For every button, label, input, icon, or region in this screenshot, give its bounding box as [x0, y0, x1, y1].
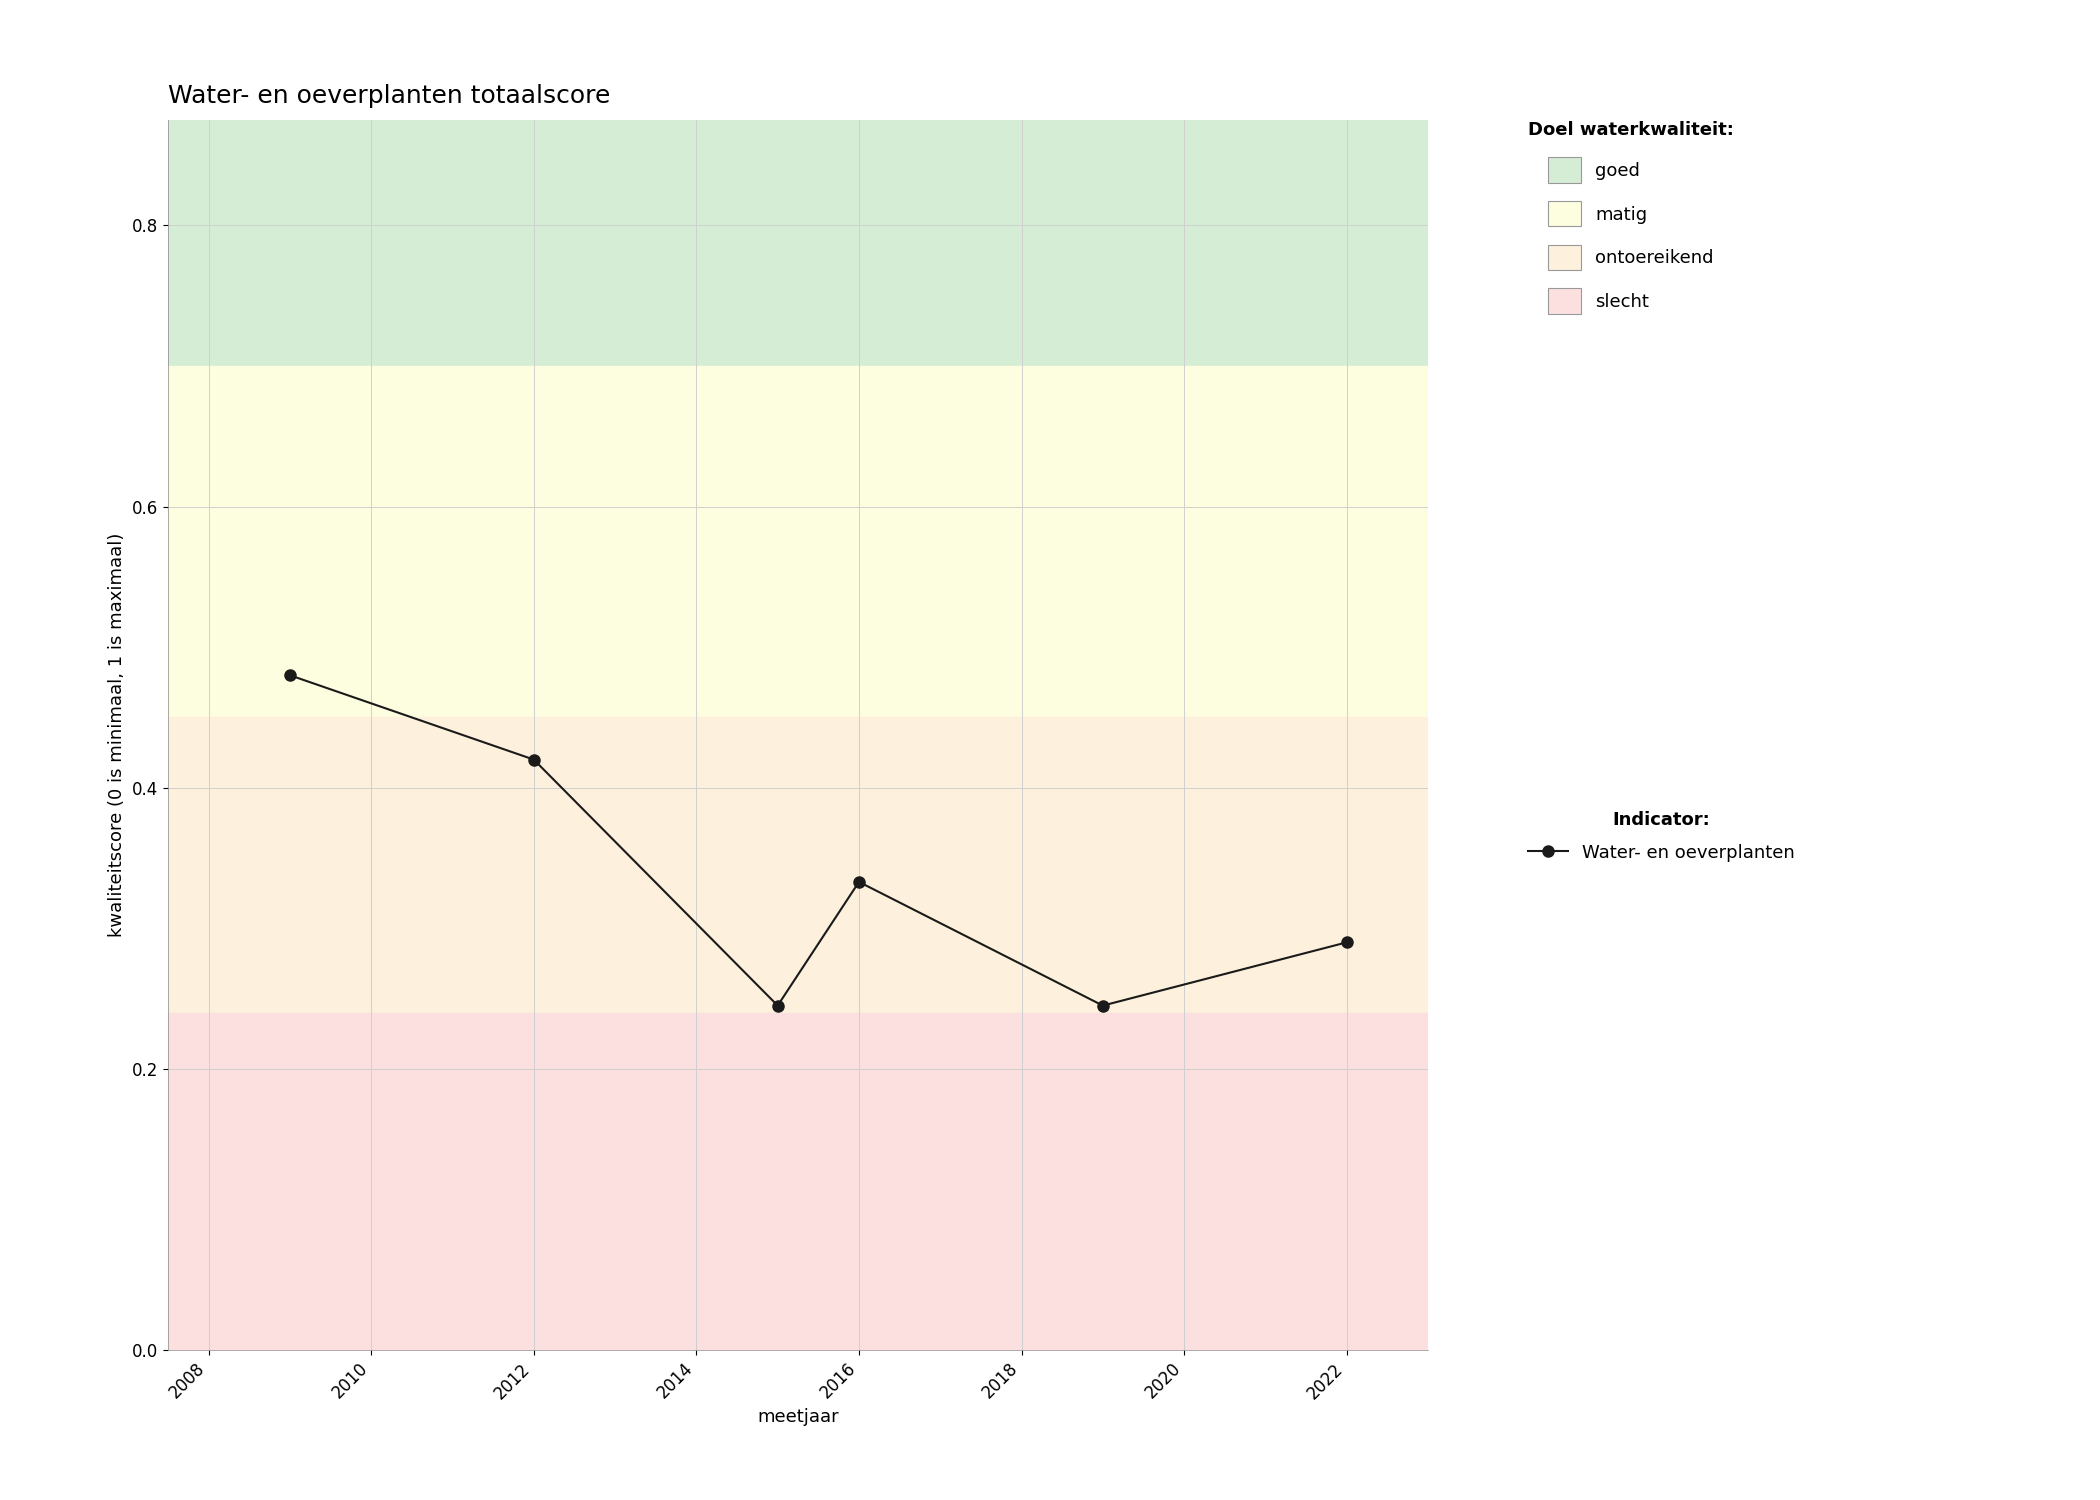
X-axis label: meetjaar: meetjaar: [758, 1408, 838, 1426]
Legend: Water- en oeverplanten: Water- en oeverplanten: [1520, 804, 1802, 868]
Y-axis label: kwaliteitscore (0 is minimaal, 1 is maximaal): kwaliteitscore (0 is minimaal, 1 is maxi…: [109, 532, 126, 938]
Bar: [168, 1013, 1428, 1350]
Text: Water- en oeverplanten totaalscore: Water- en oeverplanten totaalscore: [168, 84, 611, 108]
Bar: [168, 717, 1428, 1013]
Bar: [168, 120, 1428, 366]
Legend: goed, matig, ontoereikend, slecht: goed, matig, ontoereikend, slecht: [1520, 114, 1741, 321]
Bar: [168, 366, 1428, 717]
